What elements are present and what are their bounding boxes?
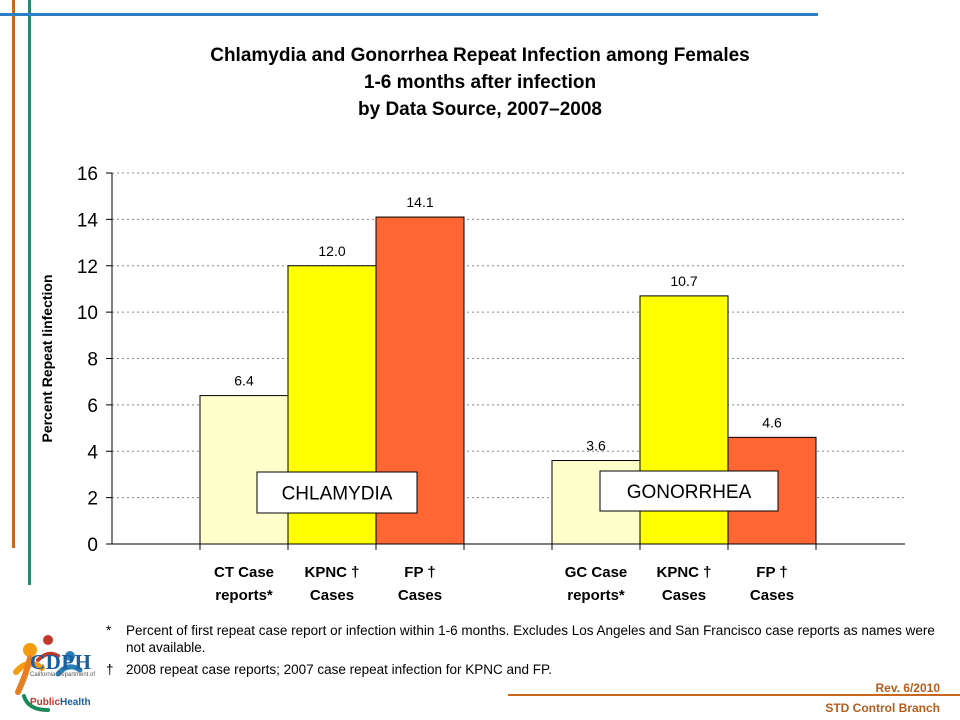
bar-value-label: 3.6	[586, 438, 606, 454]
y-tick-label: 4	[87, 442, 98, 463]
branch-name: STD Control Branch	[825, 701, 940, 715]
footnote-text: 2008 repeat case reports; 2007 case repe…	[126, 662, 553, 677]
logo-public-health: PublicHealth	[30, 697, 91, 708]
bar-value-label: 12.0	[318, 243, 345, 259]
group-label: CHLAMYDIA	[282, 484, 393, 505]
category-label: FP †	[756, 564, 787, 581]
chart-title-line-2: 1-6 months after infection	[363, 72, 597, 93]
y-tick-label: 2	[87, 489, 98, 510]
logo-subtitle: California Department of	[30, 672, 96, 678]
y-tick-label: 14	[77, 210, 99, 231]
y-tick-label: 16	[77, 164, 98, 185]
y-tick-label: 0	[87, 535, 98, 556]
y-tick-label: 8	[87, 350, 98, 371]
logo-public: Public	[30, 697, 61, 708]
bar-value-label: 10.7	[670, 273, 697, 289]
bar-value-label: 6.4	[234, 373, 254, 389]
footnote-mark: *	[106, 623, 112, 638]
footnote-text: Percent of first repeat case report or i…	[126, 623, 935, 655]
category-label: CT Case	[214, 564, 274, 581]
y-axis-label: Percent Repeat Iinfection	[39, 274, 55, 442]
y-tick-label: 6	[87, 396, 98, 417]
footnote-asterisk: * Percent of first repeat case report or…	[106, 622, 936, 656]
category-label: Cases	[750, 587, 794, 604]
category-label: GC Case	[565, 564, 628, 581]
group-label-box	[599, 470, 779, 512]
category-label: Cases	[310, 587, 354, 604]
chart-title: Chlamydia and Gonorrhea Repeat Infection…	[100, 42, 860, 123]
logo-health: Health	[60, 697, 91, 708]
decor-vertical-green-line	[28, 0, 31, 585]
category-label: reports*	[215, 587, 273, 604]
decor-horizontal-orange-line	[508, 694, 960, 696]
footnote-mark: †	[106, 662, 114, 677]
group-label-box	[256, 471, 418, 514]
chart-title-line-1: Chlamydia and Gonorrhea Repeat Infection…	[210, 45, 750, 66]
revision-date: Rev. 6/2010	[875, 681, 941, 695]
chart-title-line-3: by Data Source, 2007–2008	[358, 99, 602, 120]
y-tick-label: 12	[77, 257, 98, 278]
y-tick-label: 10	[77, 303, 98, 324]
category-label: KPNC †	[656, 564, 711, 581]
bar-value-label: 4.6	[762, 414, 782, 430]
category-label: reports*	[567, 587, 625, 604]
decor-vertical-orange-line	[12, 0, 15, 548]
cdph-logo-icon	[13, 635, 83, 712]
category-label: Cases	[662, 587, 706, 604]
category-label: KPNC †	[304, 564, 359, 581]
decor-horizontal-blue-line	[0, 13, 818, 16]
bar	[199, 395, 289, 545]
group-label: GONORRHEA	[627, 482, 752, 503]
bar-value-label: 14.1	[406, 194, 433, 210]
category-label: FP †	[404, 564, 435, 581]
footnotes: * Percent of first repeat case report or…	[106, 622, 936, 683]
logo-name: CDPH	[30, 650, 92, 674]
category-label: Cases	[398, 587, 442, 604]
footnote-dagger: † 2008 repeat case reports; 2007 case re…	[106, 661, 936, 678]
